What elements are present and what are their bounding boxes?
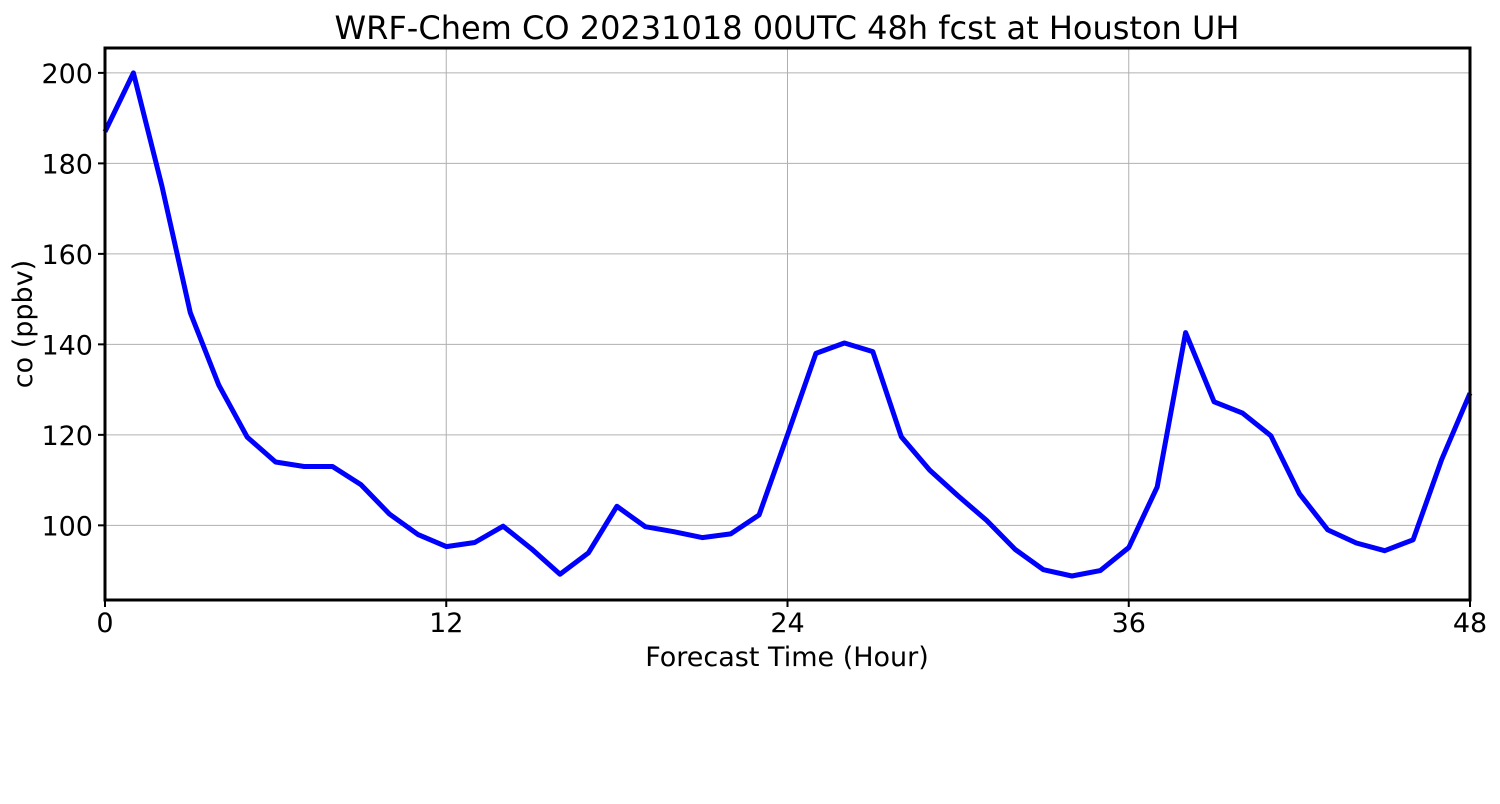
y-tick-label: 100 <box>41 511 93 542</box>
x-tick-label: 24 <box>770 608 804 639</box>
chart-title: WRF-Chem CO 20231018 00UTC 48h fcst at H… <box>335 9 1240 47</box>
x-tick-label: 12 <box>429 608 463 639</box>
x-tick-label: 36 <box>1112 608 1146 639</box>
series-line <box>102 70 1473 579</box>
y-axis-label: co (ppbv) <box>8 260 39 388</box>
x-tick-label: 0 <box>96 608 113 639</box>
y-tick-label: 180 <box>41 149 93 180</box>
x-axis-label: Forecast Time (Hour) <box>645 642 929 673</box>
y-tick-label: 140 <box>41 330 93 361</box>
plot-frame <box>103 46 1472 602</box>
y-tick-label: 200 <box>41 59 93 90</box>
y-tick-label: 120 <box>41 421 93 452</box>
axis-ticks: 0 12 24 36 48 100 120 140 160 180 200 <box>41 59 1487 639</box>
y-tick-label: 160 <box>41 240 93 271</box>
series-layer <box>102 70 1473 579</box>
x-tick-label: 48 <box>1453 608 1487 639</box>
grid <box>104 48 1471 600</box>
